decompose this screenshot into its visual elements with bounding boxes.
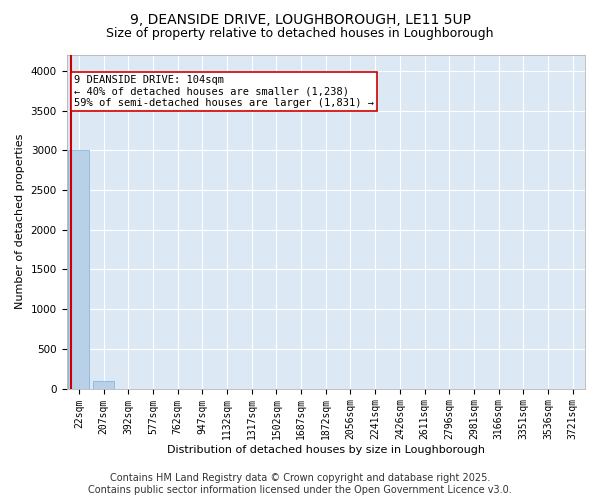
- Bar: [93, 380, 114, 388]
- Bar: [68, 150, 89, 388]
- Y-axis label: Number of detached properties: Number of detached properties: [15, 134, 25, 310]
- X-axis label: Distribution of detached houses by size in Loughborough: Distribution of detached houses by size …: [167, 445, 485, 455]
- Text: 9, DEANSIDE DRIVE, LOUGHBOROUGH, LE11 5UP: 9, DEANSIDE DRIVE, LOUGHBOROUGH, LE11 5U…: [130, 12, 470, 26]
- Text: Contains HM Land Registry data © Crown copyright and database right 2025.
Contai: Contains HM Land Registry data © Crown c…: [88, 474, 512, 495]
- Text: Size of property relative to detached houses in Loughborough: Size of property relative to detached ho…: [106, 28, 494, 40]
- Text: 9 DEANSIDE DRIVE: 104sqm
← 40% of detached houses are smaller (1,238)
59% of sem: 9 DEANSIDE DRIVE: 104sqm ← 40% of detach…: [74, 75, 374, 108]
